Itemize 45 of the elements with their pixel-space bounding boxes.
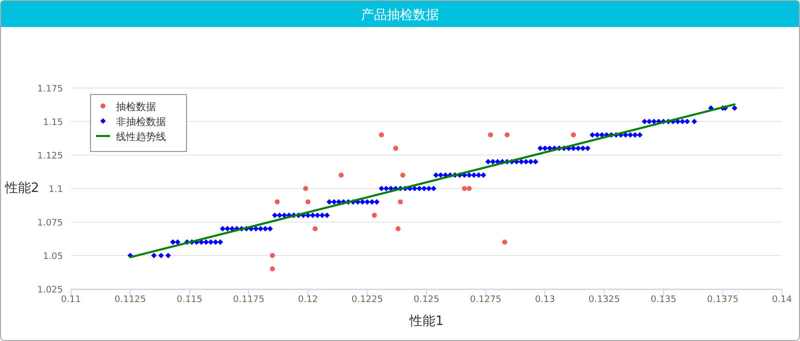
point — [270, 253, 275, 258]
point — [398, 199, 403, 204]
chart-title: 产品抽检数据 — [361, 8, 439, 23]
y-tick-label: 1.05 — [42, 252, 63, 262]
point — [396, 226, 401, 232]
point — [504, 132, 510, 138]
point — [306, 199, 310, 204]
point — [466, 186, 472, 191]
y-axis-title: 性能2 — [4, 181, 40, 196]
point — [312, 226, 318, 232]
legend-label: 线性趋势线 — [116, 131, 166, 143]
y-tick-label: 1.175 — [37, 84, 63, 94]
x-tick-label: 0.1125 — [114, 295, 146, 305]
point — [502, 240, 508, 245]
x-tick-label: 0.14 — [772, 295, 792, 305]
x-tick-label: 0.135 — [650, 295, 676, 305]
y-tick-label: 1.075 — [37, 218, 63, 228]
x-tick-label: 0.1175 — [233, 295, 264, 305]
point — [378, 132, 384, 138]
point — [303, 186, 308, 191]
point — [270, 266, 275, 272]
x-tick-label: 0.125 — [414, 295, 440, 305]
point — [372, 212, 377, 218]
y-tick-label: 1.15 — [42, 118, 63, 128]
point — [274, 199, 280, 204]
x-tick-label: 0.11 — [60, 295, 82, 305]
x-tick-label: 0.1325 — [588, 295, 620, 305]
point — [462, 186, 467, 191]
y-tick-label: 1.1 — [48, 185, 63, 195]
x-tick-label: 0.12 — [298, 295, 318, 305]
legend-label: 抽检数据 — [116, 101, 156, 113]
legend-label: 非抽检数据 — [116, 116, 166, 128]
y-tick-label: 1.125 — [37, 152, 63, 162]
x-tick-label: 0.1375 — [707, 295, 738, 305]
x-tick-label: 0.1275 — [470, 295, 502, 305]
x-axis-title: 性能1 — [408, 314, 444, 329]
y-tick-label: 1.025 — [37, 286, 63, 296]
x-tick-label: 0.13 — [534, 295, 556, 305]
point — [338, 172, 344, 178]
x-tick-label: 0.115 — [176, 295, 202, 305]
point — [570, 132, 576, 138]
x-tick-label: 0.1225 — [352, 295, 383, 305]
point — [400, 172, 406, 178]
point — [488, 132, 493, 138]
point — [393, 146, 398, 151]
